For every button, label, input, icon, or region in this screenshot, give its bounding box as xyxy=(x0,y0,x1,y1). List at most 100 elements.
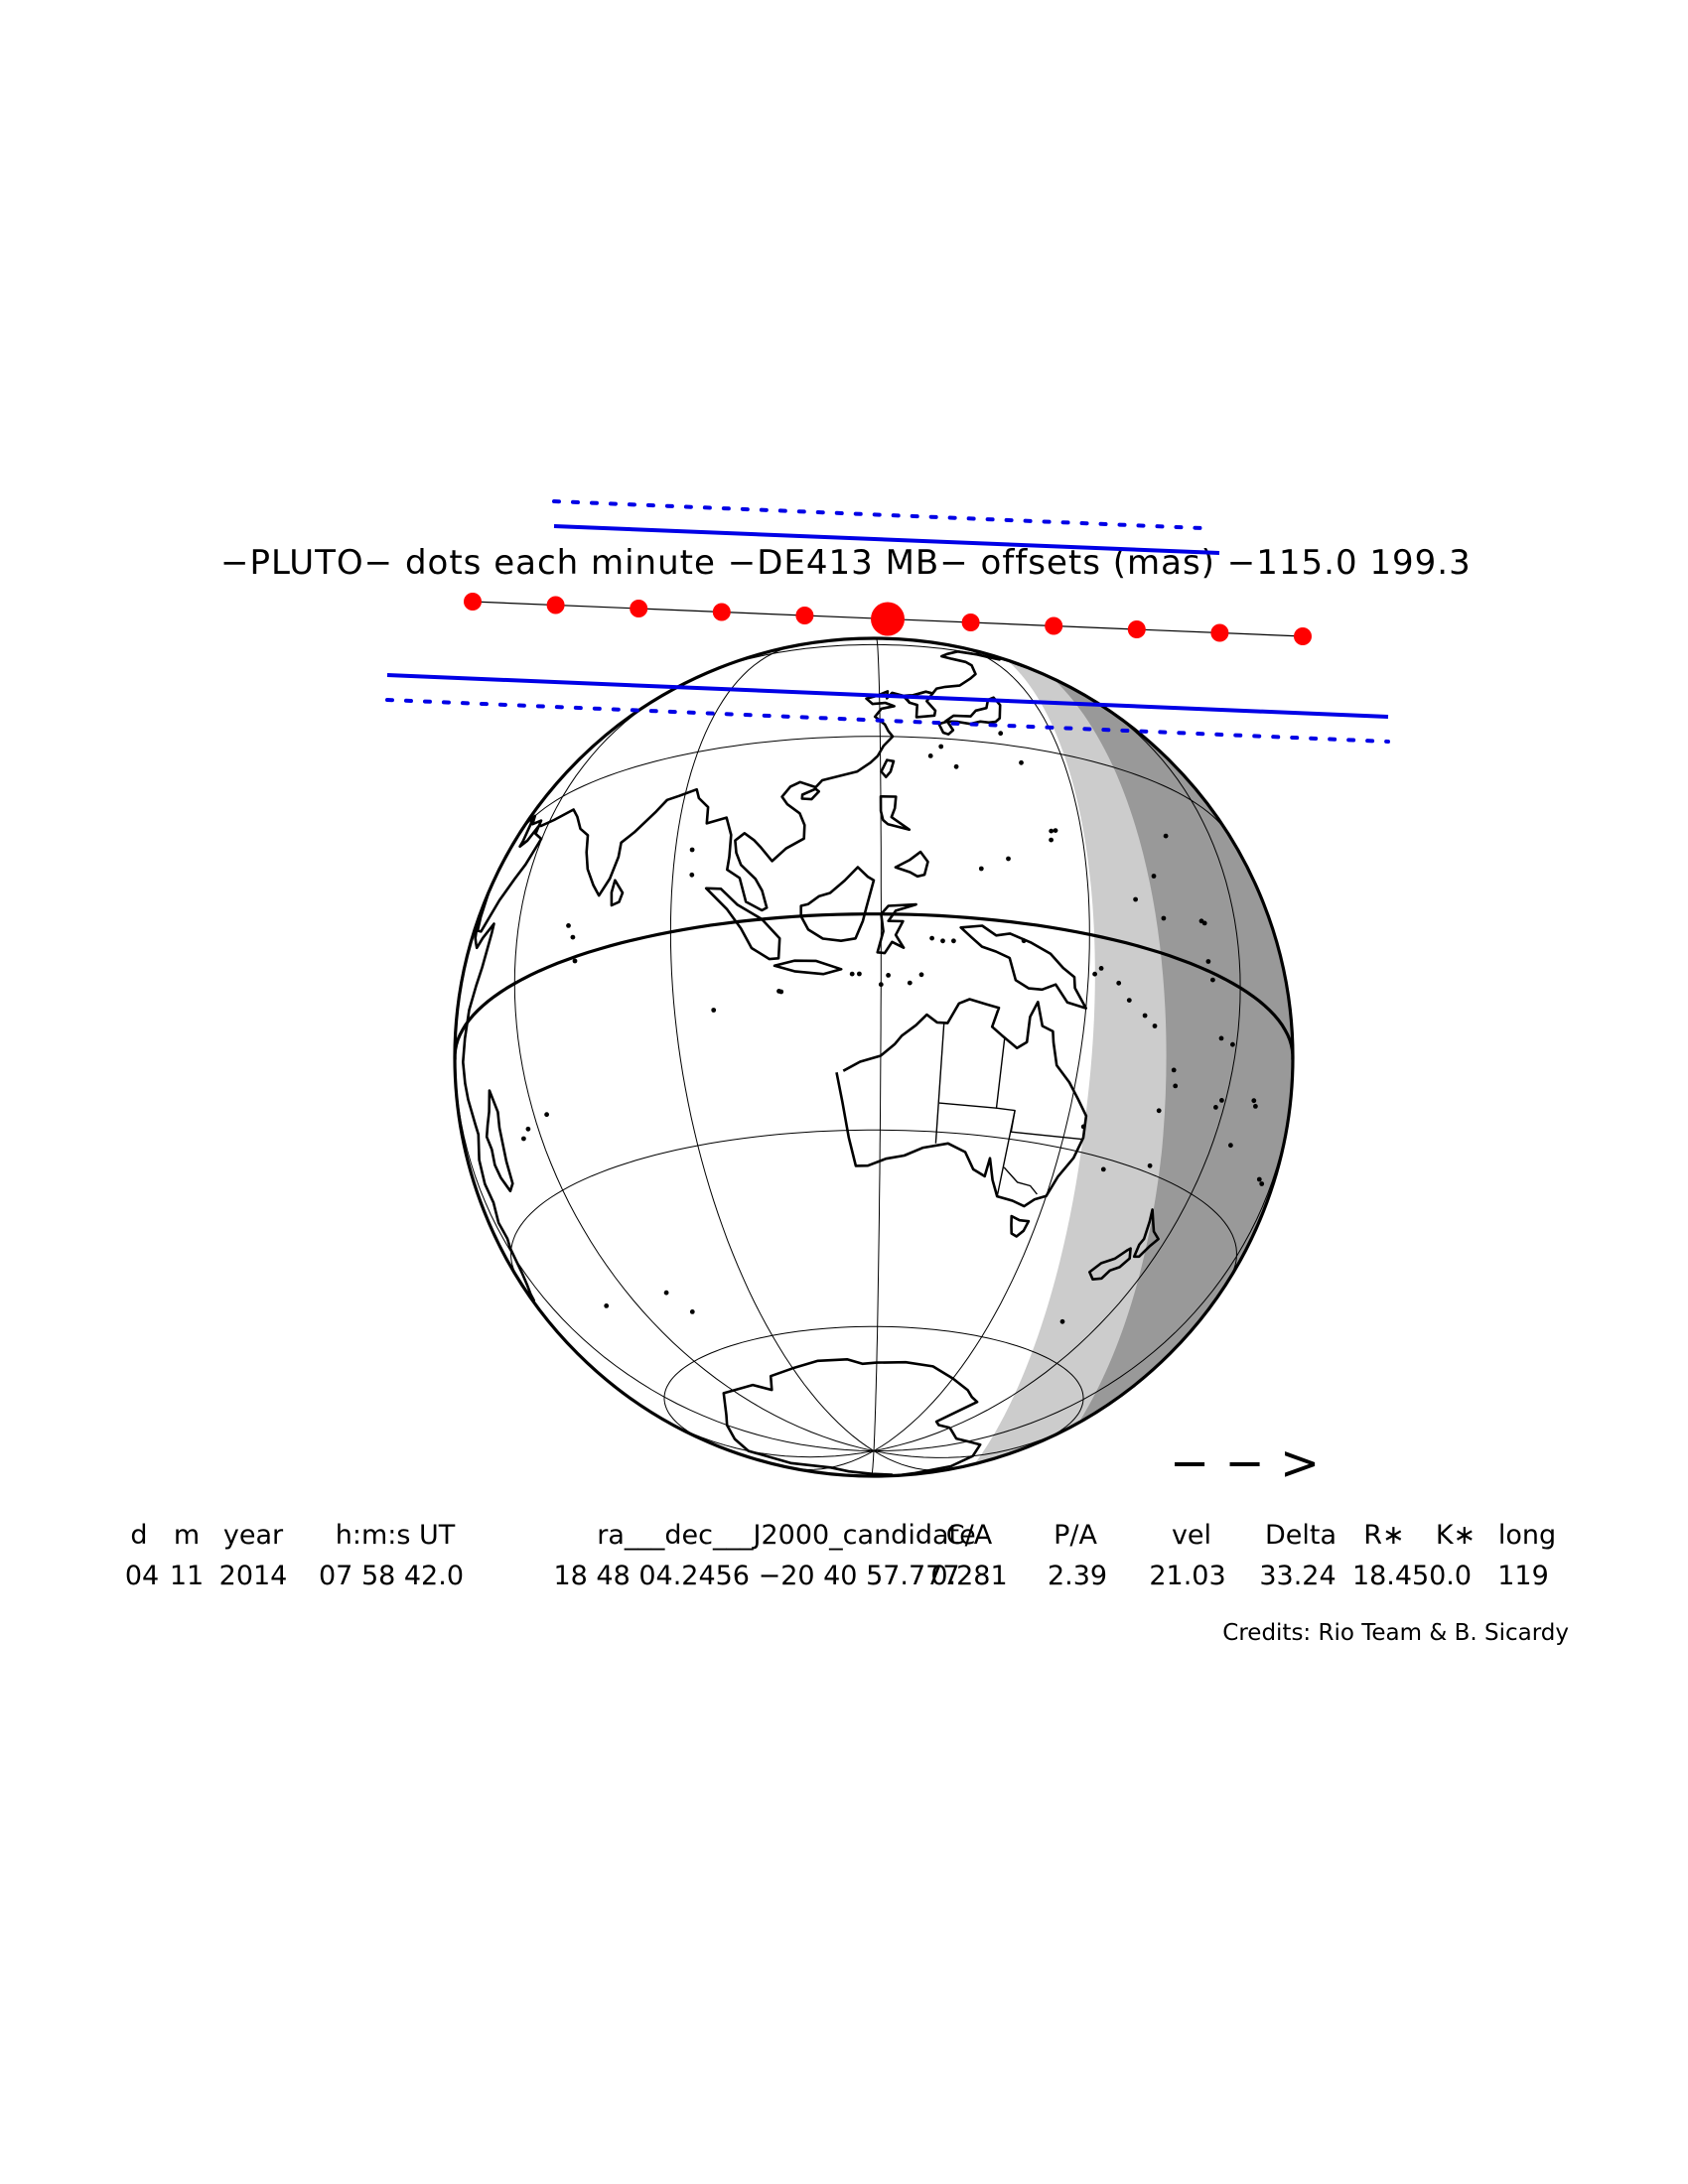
island-speck xyxy=(689,847,695,853)
island-speck xyxy=(572,958,578,964)
table-header: d xyxy=(130,1520,147,1551)
minute-dot xyxy=(464,593,482,611)
island-speck xyxy=(1126,998,1132,1003)
table-header: long xyxy=(1498,1520,1556,1551)
new-guinea-coast xyxy=(959,924,1087,1010)
meridian-line xyxy=(873,697,1241,1452)
island-speck xyxy=(663,1290,669,1296)
taiwan-coast xyxy=(880,758,896,778)
table-value: 119 xyxy=(1497,1561,1549,1591)
island-specks xyxy=(521,731,1265,1324)
table-value: 07 58 42.0 xyxy=(319,1561,464,1591)
table-value: 33.24 xyxy=(1259,1561,1336,1591)
luzon-coast xyxy=(879,795,912,831)
island-speck xyxy=(711,1008,717,1013)
table-header: h:m:s UT xyxy=(336,1520,456,1551)
south-limit-line xyxy=(386,673,1389,719)
madagascar-coast xyxy=(485,1089,514,1193)
minute-dot xyxy=(712,603,731,621)
island-speck xyxy=(1256,1176,1262,1182)
island-speck xyxy=(886,973,891,978)
minute-dot xyxy=(795,607,814,624)
table-header: Delta xyxy=(1265,1520,1336,1551)
island-speck xyxy=(951,938,956,944)
table-header: ra___dec___J2000_candidate xyxy=(597,1520,975,1551)
nz-north-coast xyxy=(1132,1208,1160,1259)
borneo-coast xyxy=(799,866,876,942)
kyushu-coast xyxy=(937,720,955,736)
island-speck xyxy=(940,938,945,944)
meridian-line xyxy=(513,689,875,1452)
island-speck xyxy=(929,935,934,941)
island-speck xyxy=(1219,1098,1224,1103)
island-speck xyxy=(1218,1035,1224,1041)
island-speck xyxy=(1142,1013,1148,1019)
minute-dot xyxy=(1210,623,1229,642)
asia-mainland-coast xyxy=(477,650,1038,933)
credits: Credits: Rio Team & B. Sicardy xyxy=(1222,1620,1569,1646)
table-value: 18.4 xyxy=(1352,1561,1412,1591)
island-speck xyxy=(1210,977,1215,983)
table-header: C/A xyxy=(946,1520,993,1551)
island-speck xyxy=(689,1309,695,1314)
event-table: d m year h:m:s UT ra___dec___J2000_candidate… xyxy=(125,1520,1556,1591)
island-speck xyxy=(1147,1162,1153,1168)
island-speck xyxy=(1163,833,1169,839)
island-speck xyxy=(544,1112,549,1118)
nz-south-coast xyxy=(1088,1247,1132,1281)
island-speck xyxy=(1080,1124,1086,1130)
mindanao-coast xyxy=(894,850,929,879)
island-speck xyxy=(1100,1166,1106,1172)
table-value: 21.03 xyxy=(1149,1561,1225,1591)
island-speck xyxy=(857,971,862,977)
table-value: 18 48 04.2456 −20 40 57.777 xyxy=(553,1561,959,1591)
island-speck xyxy=(689,872,695,878)
shadow-path xyxy=(385,499,1390,744)
table-value: 0.281 xyxy=(930,1561,1007,1591)
island-speck xyxy=(1228,1143,1233,1149)
island-speck xyxy=(849,971,855,977)
island-speck xyxy=(1092,971,1097,977)
island-speck xyxy=(1049,828,1055,834)
tasmania-coast xyxy=(1010,1214,1031,1238)
island-speck xyxy=(1019,759,1024,765)
table-value: 2.39 xyxy=(1048,1561,1107,1591)
island-speck xyxy=(927,753,933,758)
island-speck xyxy=(570,934,576,940)
table-header: R∗ xyxy=(1363,1520,1404,1551)
plot-title: −PLUTO− dots each minute −DE413 MB− offs… xyxy=(220,543,1472,583)
table-value: 50.0 xyxy=(1412,1561,1472,1591)
island-speck xyxy=(1253,1104,1258,1109)
meridian-line xyxy=(669,644,875,1452)
minute-dot xyxy=(546,596,565,614)
sri-lanka-coast xyxy=(610,879,625,907)
island-speck xyxy=(1006,856,1011,862)
island-speck xyxy=(918,972,924,978)
table-header: P/A xyxy=(1054,1520,1097,1551)
island-speck xyxy=(566,923,571,928)
africa-coast xyxy=(462,908,535,1302)
table-value: 04 xyxy=(125,1561,159,1591)
island-speck xyxy=(1156,1108,1162,1114)
state-border xyxy=(934,1022,945,1144)
island-speck xyxy=(1201,920,1207,926)
island-speck xyxy=(1151,874,1157,879)
minute-dots xyxy=(464,593,1312,645)
island-speck xyxy=(1161,915,1167,921)
table-value: 2014 xyxy=(219,1561,288,1591)
state-border xyxy=(1003,1166,1038,1195)
island-speck xyxy=(1049,837,1054,843)
java-coast xyxy=(773,959,843,976)
island-speck xyxy=(1133,896,1138,902)
parallel-line xyxy=(510,1129,1237,1283)
island-speck xyxy=(1098,966,1104,971)
minute-dot xyxy=(1045,616,1063,635)
table-header: vel xyxy=(1172,1520,1211,1551)
direction-arrow: − − > xyxy=(1170,1435,1320,1491)
table-value: 11 xyxy=(170,1561,204,1591)
table-header: m xyxy=(174,1520,200,1551)
north-limit-uncertainty xyxy=(552,499,1203,530)
globe-limb xyxy=(453,636,1295,1478)
island-speck xyxy=(998,731,1004,737)
